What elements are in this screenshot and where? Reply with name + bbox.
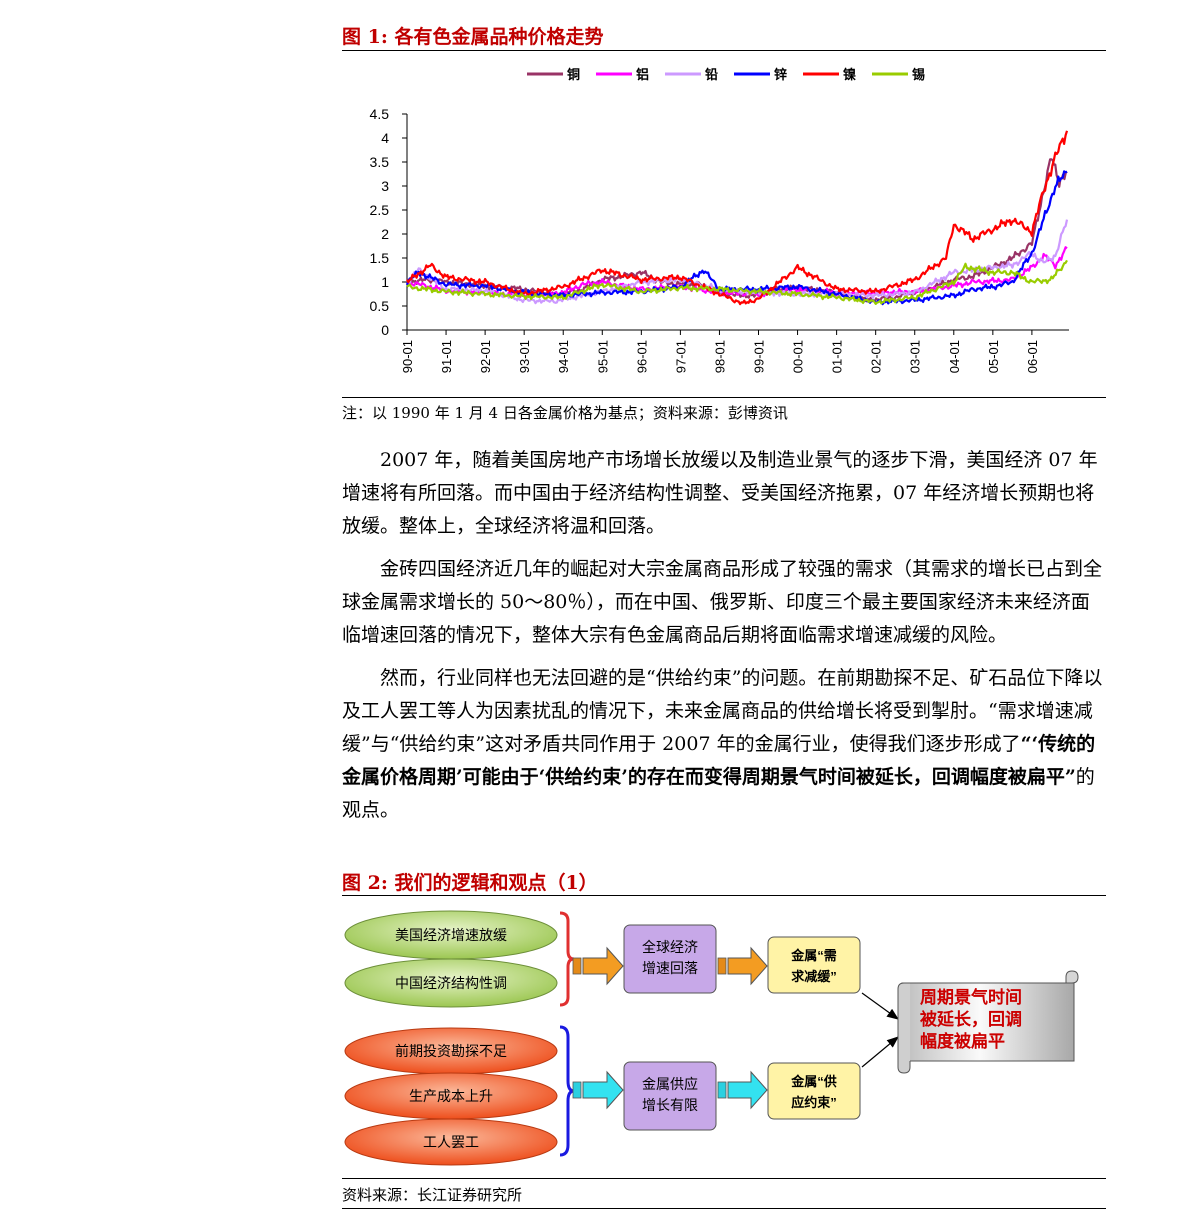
arrow-orange-1 (572, 946, 624, 986)
x-tick-label-15: 05-01 (986, 340, 1001, 373)
box-global-slowdown: 全球经济 增速回落 (623, 924, 717, 994)
svg-text:应约束”: 应约束” (791, 1095, 837, 1110)
figure2-top-rule (342, 895, 1106, 896)
x-tick-label-6: 96-01 (634, 340, 649, 373)
svg-text:金属“需: 金属“需 (790, 948, 837, 963)
legend-label-3: 锌 (774, 67, 787, 82)
figure1-note: 注：以 1990 年 1 月 4 日各金属价格为基点；资料来源：彭博资讯 (342, 404, 788, 422)
paragraph-3-tail: 的观点。 (342, 766, 1095, 821)
svg-text:增速回落: 增速回落 (642, 960, 698, 976)
y-tick-label-2: 1 (381, 274, 389, 290)
y-tick-label-3: 1.5 (370, 250, 390, 266)
y-tick-label-9: 4.5 (370, 106, 390, 122)
y-tick-label-4: 2 (381, 226, 389, 242)
series-line-0 (406, 158, 1068, 303)
svg-text:中国经济结构性调: 中国经济结构性调 (395, 975, 507, 991)
y-tick-label-1: 0.5 (370, 298, 390, 314)
legend-label-4: 镍 (843, 67, 856, 82)
figure2-bottom-rule (342, 1208, 1106, 1209)
x-tick-label-14: 04-01 (947, 340, 962, 373)
logic-diagram: 美国经济增速放缓 中国经济结构性调 前期投资勘探不足 生产成本上升 工人罢工 (344, 910, 1079, 1166)
x-tick-label-7: 97-01 (673, 340, 688, 373)
legend-label-1: 铝 (636, 67, 649, 82)
y-tick-label-6: 3 (381, 178, 389, 194)
figure1-title: 图 1: 各有色金属品种价格走势 (342, 26, 604, 48)
x-tick-label-9: 99-01 (752, 340, 767, 373)
paragraph-1: 2007 年，随着美国房地产市场增长放缓以及制造业景气的逐步下滑，美国经济 07… (342, 449, 1098, 537)
arrow-cyan-2 (717, 1070, 768, 1110)
y-axis: 0 0.5 1 1.5 2 2.5 3 3.5 4 4.5 (370, 106, 408, 338)
svg-text:工人罢工: 工人罢工 (423, 1134, 479, 1150)
oval-exploration-shortfall: 前期投资勘探不足 (344, 1027, 558, 1075)
x-tick-label-13: 03-01 (908, 340, 923, 373)
arrow-cyan-1 (572, 1070, 624, 1110)
legend-label-5: 锡 (912, 67, 925, 82)
x-tick-label-0: 90-01 (400, 340, 415, 373)
x-tick-label-2: 92-01 (478, 340, 493, 373)
x-tick-label-1: 91-01 (439, 340, 454, 373)
box-demand-slowdown: 金属“需 求减缓” (767, 936, 861, 994)
chart-series (405, 130, 1069, 306)
paragraph-3-emphasis: “‘传统的金属价格周期’可能由于‘供给约束’的存在而变得周期景气时间被延长，回调… (342, 733, 1096, 788)
legend-label-2: 铅 (705, 67, 718, 82)
svg-text:金属“供: 金属“供 (790, 1074, 837, 1089)
oval-cost-rise: 生产成本上升 (344, 1072, 558, 1120)
figure2-mid-rule (342, 1178, 1106, 1179)
x-tick-label-10: 00-01 (791, 340, 806, 373)
oval-us-slowdown: 美国经济增速放缓 (344, 910, 558, 960)
series-line-4 (406, 130, 1069, 306)
x-tick-label-12: 02-01 (869, 340, 884, 373)
y-tick-label-0: 0 (381, 322, 389, 338)
svg-text:全球经济: 全球经济 (642, 939, 698, 955)
arrow-demand-to-conclusion (861, 992, 899, 1020)
box-supply-limited: 金属供应 增长有限 (623, 1061, 717, 1131)
figure2-title: 图 2: 我们的逻辑和观点（1） (342, 872, 598, 894)
series-line-5 (406, 259, 1068, 305)
price-trend-chart: 铜 铝 铅 锌 镍 锡 0 0.5 1 1.5 2 2.5 3 3.5 4 4.5 90-01 91-01 92… (370, 67, 1069, 373)
svg-text:增长有限: 增长有限 (642, 1097, 698, 1113)
svg-text:求减缓”: 求减缓” (791, 969, 837, 984)
svg-text:前期投资勘探不足: 前期投资勘探不足 (395, 1043, 507, 1059)
box-supply-constraint: 金属“供 应约束” (767, 1062, 861, 1120)
x-tick-label-11: 01-01 (830, 340, 845, 373)
blue-brace (559, 1025, 575, 1157)
x-tick-label-4: 94-01 (556, 340, 571, 373)
x-tick-label-8: 98-01 (712, 340, 727, 373)
figure1-bottom-rule (342, 397, 1106, 398)
svg-text:生产成本上升: 生产成本上升 (409, 1088, 493, 1104)
x-axis: 90-01 91-01 92-01 93-01 94-01 95-01 96-01 97-01… (400, 329, 1069, 373)
svg-text:金属供应: 金属供应 (642, 1076, 698, 1092)
figure2-source: 资料来源：长江证券研究所 (342, 1186, 523, 1204)
x-tick-label-5: 95-01 (595, 340, 610, 373)
x-tick-label-3: 93-01 (517, 340, 532, 373)
oval-china-restructuring: 中国经济结构性调 (344, 958, 558, 1008)
svg-text:美国经济增速放缓: 美国经济增速放缓 (395, 927, 507, 943)
chart-legend: 铜铝铅锌镍锡 (527, 67, 925, 82)
oval-strike: 工人罢工 (344, 1118, 558, 1166)
legend-label-0: 铜 (566, 67, 580, 82)
paragraph-3-text: 然而，行业同样也无法回避的是“供给约束”的问题。在前期勘探不足、矿石品位下降以及… (342, 667, 1103, 755)
svg-text:周期景气时间: 周期景气时间 (920, 987, 1022, 1007)
arrow-constraint-to-conclusion (861, 1036, 899, 1068)
figure1-top-rule (342, 50, 1106, 51)
paragraph-2: 金砖四国经济近几年的崛起对大宗金属商品形成了较强的需求（其需求的增长已占到全球金… (342, 558, 1103, 646)
y-tick-label-7: 3.5 (370, 154, 390, 170)
paragraph-3: 然而，行业同样也无法回避的是“供给约束”的问题。在前期勘探不足、矿石品位下降以及… (342, 662, 1106, 827)
svg-text:幅度被扁平: 幅度被扁平 (920, 1031, 1005, 1051)
x-tick-label-16: 06-01 (1025, 340, 1040, 373)
svg-text:被延长，回调: 被延长，回调 (920, 1009, 1022, 1029)
y-tick-label-8: 4 (381, 130, 389, 146)
y-tick-label-5: 2.5 (370, 202, 390, 218)
red-brace (559, 911, 575, 1007)
arrow-orange-2 (717, 946, 768, 986)
body-text: 2007 年，随着美国房地产市场增长放缓以及制造业景气的逐步下滑，美国经济 07… (342, 444, 1106, 827)
conclusion-scroll: 周期景气时间 被延长，回调 幅度被扁平 (897, 970, 1079, 1074)
